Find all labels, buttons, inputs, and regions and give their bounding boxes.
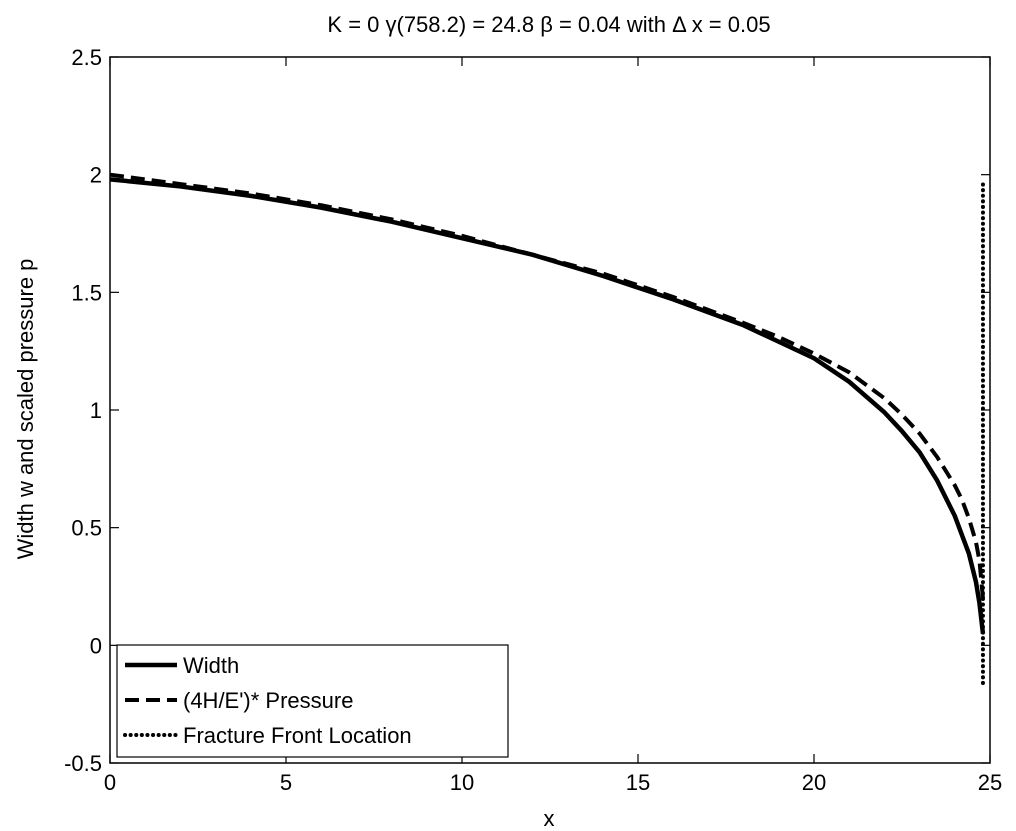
x-tick-label: 5 — [280, 770, 292, 795]
x-tick-label: 0 — [104, 770, 116, 795]
legend: Width (4H/E')* Pressure Fracture Front Loc… — [116, 644, 509, 758]
series-line-1 — [109, 177, 986, 634]
x-axis-label: x — [544, 806, 555, 831]
y-tick-label: 1.5 — [71, 280, 102, 305]
legend-label-3: Fracture Front Location — [183, 723, 412, 748]
y-tick-label: 0.5 — [71, 516, 102, 541]
plot-frame — [109, 56, 991, 764]
y-tick-label: 1 — [90, 398, 102, 423]
legend-label-2: (4H/E')* Pressure — [183, 688, 353, 713]
x-tick-label: 10 — [450, 770, 474, 795]
legend-label-1: Width — [183, 653, 239, 678]
y-axis-label: Width w and scaled pressure p — [13, 259, 38, 560]
series-line-2 — [109, 172, 985, 599]
series-layer — [109, 172, 986, 685]
chart-title: K = 0 γ(758.2) = 24.8 β = 0.04 with Δ x … — [327, 12, 770, 37]
x-tick-label: 25 — [978, 770, 1002, 795]
y-tick-label: 2 — [90, 163, 102, 188]
legend-box — [116, 644, 509, 758]
x-tick-label: 20 — [802, 770, 826, 795]
y-tick-label: 2.5 — [71, 45, 102, 70]
y-tick-label: -0.5 — [64, 751, 102, 776]
x-tick-label: 15 — [626, 770, 650, 795]
y-tick-label: 0 — [90, 633, 102, 658]
